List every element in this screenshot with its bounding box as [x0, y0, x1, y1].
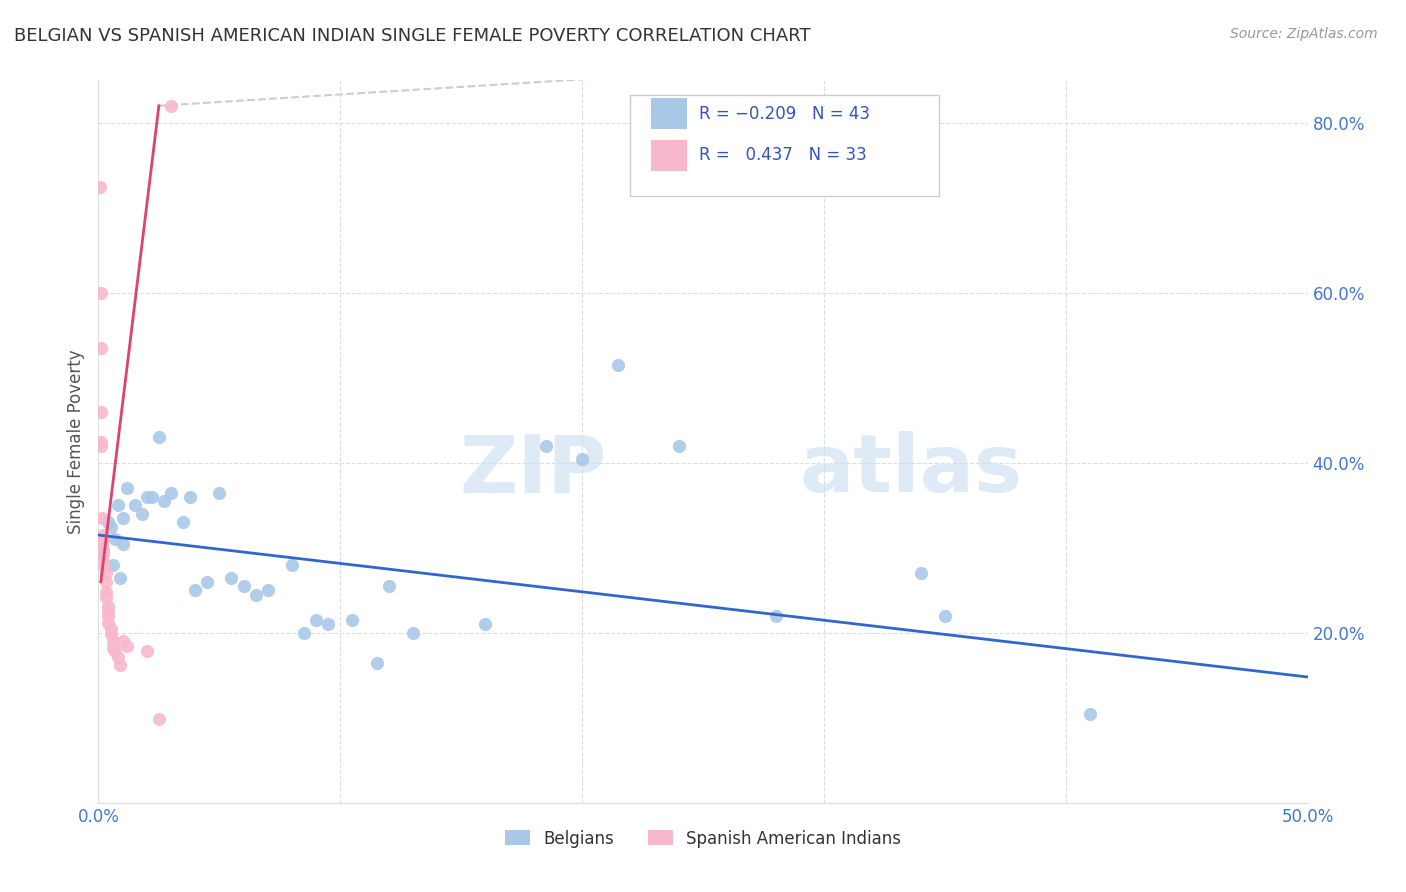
Point [111, 511, 134, 525]
Point [668, 439, 690, 453]
Point [141, 490, 163, 504]
Point [292, 625, 315, 640]
Point [208, 485, 231, 500]
Point [571, 451, 593, 466]
Point [131, 507, 153, 521]
Point [195, 574, 218, 589]
Text: R = −0.209   N = 43: R = −0.209 N = 43 [699, 104, 870, 122]
Point [179, 490, 201, 504]
Text: BELGIAN VS SPANISH AMERICAN INDIAN SINGLE FEMALE POVERTY CORRELATION CHART: BELGIAN VS SPANISH AMERICAN INDIAN SINGL… [14, 27, 811, 45]
Point [90, 285, 112, 300]
Point [366, 656, 388, 670]
Point [97, 608, 120, 623]
Point [91, 548, 114, 562]
Point [100, 627, 122, 641]
Point [91, 542, 114, 557]
Point [305, 613, 328, 627]
Point [342, 613, 364, 627]
Point [765, 608, 787, 623]
FancyBboxPatch shape [651, 140, 688, 170]
Point [184, 583, 207, 598]
Point [148, 713, 170, 727]
Point [172, 516, 194, 530]
Point [245, 588, 267, 602]
Point [91, 511, 114, 525]
Point [100, 622, 122, 636]
Point [108, 658, 131, 673]
Point [107, 649, 129, 664]
Point [152, 494, 174, 508]
Point [104, 644, 127, 658]
Y-axis label: Single Female Poverty: Single Female Poverty [66, 350, 84, 533]
Text: ZIP: ZIP [458, 432, 606, 509]
Point [97, 615, 120, 630]
Legend: Belgians, Spanish American Indians: Belgians, Spanish American Indians [496, 822, 910, 856]
Point [90, 434, 112, 449]
Point [534, 439, 557, 453]
Text: atlas: atlas [800, 432, 1022, 509]
Point [107, 498, 129, 512]
Point [97, 599, 120, 613]
Point [101, 641, 124, 656]
Point [124, 498, 146, 512]
Point [135, 490, 157, 504]
Point [97, 604, 120, 618]
Point [96, 590, 118, 604]
Point [108, 570, 131, 584]
Point [89, 179, 111, 194]
Point [402, 625, 425, 640]
Point [111, 536, 134, 550]
Point [94, 585, 117, 599]
Point [100, 519, 122, 533]
FancyBboxPatch shape [630, 95, 939, 196]
Point [90, 439, 112, 453]
Point [91, 545, 114, 559]
Point [135, 644, 157, 658]
Point [232, 579, 254, 593]
Point [117, 639, 139, 653]
Point [93, 559, 115, 574]
Point [90, 341, 112, 355]
Point [101, 634, 124, 648]
Point [117, 481, 139, 495]
Text: R =   0.437   N = 33: R = 0.437 N = 33 [699, 146, 868, 164]
Point [160, 99, 183, 113]
Point [94, 574, 117, 589]
Point [1078, 706, 1101, 721]
FancyBboxPatch shape [651, 98, 688, 128]
Point [316, 617, 339, 632]
Text: Source: ZipAtlas.com: Source: ZipAtlas.com [1230, 27, 1378, 41]
Point [104, 533, 127, 547]
Point [91, 533, 114, 548]
Point [607, 358, 630, 372]
Point [281, 558, 304, 572]
Point [111, 634, 134, 648]
Point [910, 566, 932, 581]
Point [94, 566, 117, 581]
Point [934, 608, 956, 623]
Point [221, 570, 243, 584]
Point [91, 528, 114, 542]
Point [256, 583, 278, 598]
Point [160, 485, 183, 500]
Point [474, 617, 496, 632]
Point [101, 558, 124, 572]
Point [97, 516, 120, 530]
Point [90, 405, 112, 419]
Point [91, 553, 114, 567]
Point [377, 579, 399, 593]
Point [148, 430, 170, 444]
